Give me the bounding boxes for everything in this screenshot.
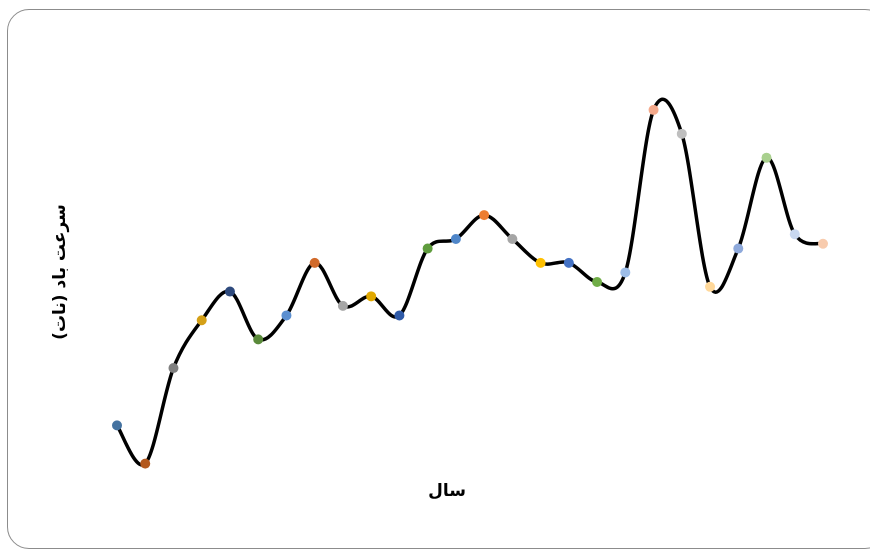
data-point [450,233,461,244]
data-point [140,458,151,469]
data-point [733,243,744,254]
y-axis-title: سرعت باد (نات) [50,204,70,340]
data-point [366,291,377,302]
data-point [535,257,546,268]
data-point [761,152,772,163]
line-chart: سال سرعت باد (نات) [50,97,828,501]
data-point [168,363,179,374]
data-point [394,310,405,321]
data-point [705,281,716,292]
data-point [789,229,800,240]
data-point [818,238,828,249]
data-point [563,257,574,268]
data-point [112,420,122,431]
data-point [196,315,207,326]
series-markers-layer [112,104,828,469]
data-point [309,257,320,268]
data-point [676,128,687,139]
data-point [507,233,518,244]
data-point [281,310,292,321]
data-point [479,210,490,221]
data-point [620,267,631,278]
series-line-layer [115,97,825,467]
data-point [648,104,659,115]
data-point [337,300,348,311]
data-point [592,277,603,287]
data-point [253,334,264,345]
series-line [115,97,825,467]
data-point [422,243,433,254]
x-axis-title: سال [428,481,466,501]
data-point [224,286,235,297]
